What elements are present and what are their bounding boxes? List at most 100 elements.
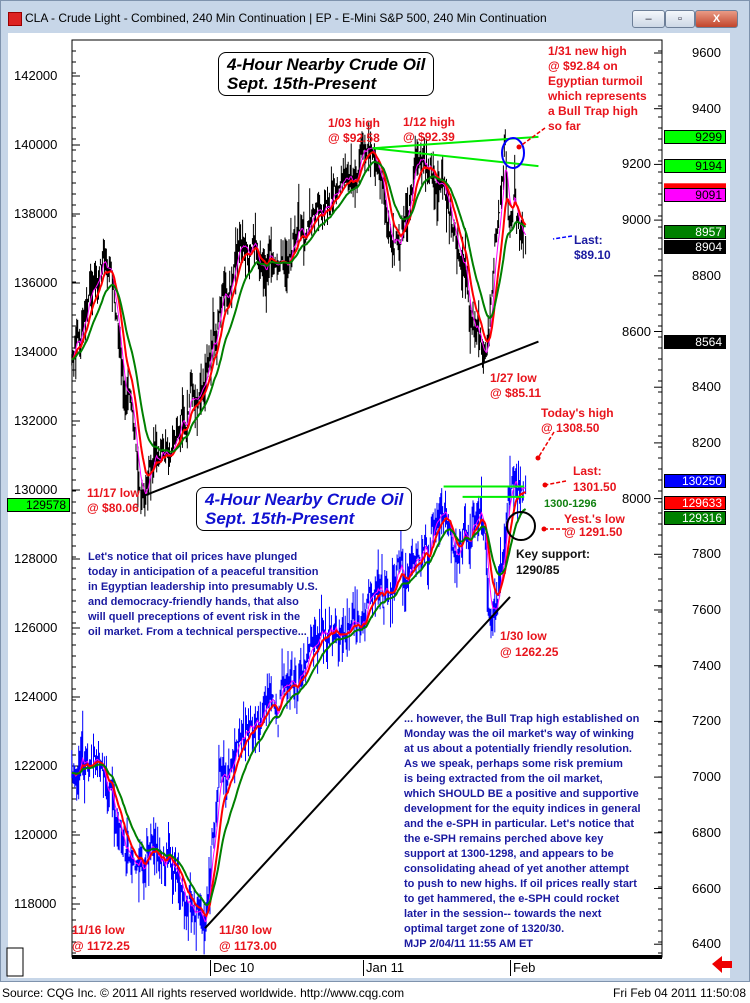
annotation-line: 11/30 low: [219, 923, 272, 937]
right-tick-label: 8800: [692, 267, 721, 283]
sp-ma-slow-line: [71, 508, 527, 906]
right-tick-label: 6600: [692, 880, 721, 896]
subtitle-line: Sept. 15th-Present: [227, 74, 377, 93]
annotation-low-0127: 1/27 low @ $85.11: [490, 371, 541, 401]
annotation-line: Let's notice that oil prices have plunge…: [88, 551, 298, 563]
x-tick-label: Jan 11: [363, 960, 404, 976]
right-tick-label: 8000: [622, 490, 651, 506]
left-tick-label: 124000: [14, 689, 58, 704]
left-tick-label: 142000: [14, 68, 58, 83]
annotation-arrow: [544, 480, 567, 486]
annotation-key-support: Key support: 1290/85: [516, 546, 590, 578]
left-tick-label: 122000: [14, 758, 58, 773]
annotation-line: @ 1308.50: [541, 421, 600, 435]
last-crude-arrow: [552, 235, 573, 240]
title-line: 4-Hour Nearby Crude Oil: [227, 55, 426, 74]
annotation-line: @ $92.39: [403, 130, 455, 144]
chart-title-box: 4-Hour Nearby Crude Oil Sept. 15th-Presen…: [196, 487, 413, 531]
annotation-line: ... however, the Bull Trap high establis…: [404, 713, 640, 725]
chart-title-box: 4-Hour Nearby Crude Oil Sept. 15th-Presen…: [218, 52, 435, 96]
annotation-line: oil market. From a technical perspective…: [88, 626, 307, 638]
right-tick-label: 9600: [692, 45, 721, 60]
annotation-line: 1/03 high: [328, 116, 381, 130]
price-tag: 8957: [664, 225, 726, 240]
crude-price-bars: [71, 122, 527, 517]
annotation-line: Today's high: [541, 406, 614, 420]
annotation-line: which SHOULD BE a positive and supportiv…: [404, 788, 639, 800]
annotation-line: 1/12 high: [403, 115, 456, 129]
annotation-line: to get hammered, the e-SPH could rocket: [404, 893, 620, 905]
annotation-line: 1/31 new high: [548, 44, 627, 58]
annotation-line: Last:: [574, 233, 603, 247]
minimize-button[interactable]: –: [632, 10, 665, 28]
annotation-line: in Egyptian leadership into presumably U…: [88, 581, 318, 593]
left-tick-label: 132000: [14, 413, 58, 428]
right-tick-label: 7200: [692, 713, 721, 729]
right-tick-label: 9000: [622, 212, 651, 228]
annotation-high-0131: 1/31 new high @ $92.84 on Egyptian turmoil…: [548, 44, 647, 134]
crude-ma-slow-line: [71, 160, 527, 453]
annotation-line: and the e-SPH in particular. Let's notic…: [404, 818, 634, 830]
annotation-commentary2: ... however, the Bull Trap high establis…: [404, 712, 641, 952]
arrow-head-icon: [542, 482, 548, 488]
annotation-line: $89.10: [574, 248, 611, 262]
right-tick-label: 9400: [692, 100, 721, 116]
right-tick-label: 8600: [622, 323, 651, 339]
left-tick-label: 128000: [14, 551, 58, 566]
annotation-line: to push to new highs. If oil prices real…: [404, 878, 637, 890]
annotation-commentary1: Let's notice that oil prices have plunge…: [88, 550, 318, 640]
annotation-line: today in anticipation of a peaceful tran…: [88, 566, 319, 578]
window-title: CLA - Crude Light - Combined, 240 Min Co…: [25, 11, 547, 25]
annotation-line: is being extracted from the oil market,: [404, 773, 603, 785]
annotation-line: optimal target zone of 1320/30.: [404, 923, 565, 935]
annotation-line: a Bull Trap high: [548, 104, 639, 118]
annotation-line: @ $92.84 on: [548, 59, 618, 73]
left-tick-label: 140000: [14, 137, 58, 152]
price-tag: 129633: [664, 495, 726, 510]
right-tick-label: 7400: [692, 657, 721, 673]
support-highlight-circle: [506, 511, 536, 541]
annotation-zone: 1300-1296: [544, 498, 597, 510]
price-tag: 129578: [7, 497, 70, 512]
corner-box: [6, 947, 24, 977]
maximize-button[interactable]: ▫: [665, 10, 695, 28]
annotation-line: 1301.50: [573, 480, 617, 494]
annotation-line: which represents: [548, 89, 647, 103]
annotation-line: @ $80.06: [87, 501, 139, 515]
x-tick-label: Dec 10: [210, 960, 254, 976]
annotation-low-0130: 1/30 low @ 1262.25: [500, 628, 558, 660]
price-tag: 8904: [664, 240, 726, 255]
annotation-line: Key support:: [516, 547, 591, 561]
left-tick-label: 118000: [14, 896, 57, 911]
x-tick-label: Feb: [510, 960, 535, 976]
arrow-head-icon: [535, 455, 541, 461]
annotation-last-sp: Last: 1301.50: [573, 463, 616, 495]
annotation-line: Egyptian turmoil: [548, 74, 643, 88]
annotation-line: Monday was the oil market's way of winki…: [404, 728, 635, 740]
arrow-head-icon: [516, 144, 522, 150]
scroll-right-arrow-icon: [712, 956, 732, 973]
right-tick-label: 8200: [692, 434, 721, 450]
annotation-line: MJP 2/04/11 11:55 AM ET: [404, 938, 534, 950]
price-tag: 9091: [664, 187, 726, 202]
right-tick-label: 9200: [622, 156, 651, 172]
price-tag: 8564: [664, 334, 726, 349]
annotation-line: Last:: [573, 464, 602, 478]
left-tick-label: 126000: [14, 620, 58, 635]
trendline-green: [372, 147, 539, 168]
annotation-arrow: [537, 431, 555, 459]
subtitle-line: Sept. 15th-Present: [205, 509, 355, 528]
left-tick-label: 120000: [14, 827, 58, 842]
title-bar: CLA - Crude Light - Combined, 240 Min Co…: [1, 1, 750, 33]
annotation-line: @ $85.11: [490, 386, 542, 400]
trendline-black: [204, 596, 511, 929]
close-button[interactable]: X: [695, 10, 738, 28]
obscured-tag: [664, 183, 726, 190]
annotation-line: so far: [548, 119, 581, 133]
right-tick-label: 8400: [692, 379, 721, 395]
annotation-last-crude: Last: $89.10: [574, 233, 611, 263]
annotation-line: @ 1291.50: [564, 525, 623, 539]
annotation-line: consolidating ahead of yet another attem…: [404, 863, 629, 875]
annotation-line: 1290/85: [516, 563, 560, 577]
annotation-low-1117: 11/17 low @ $80.06: [87, 486, 140, 516]
